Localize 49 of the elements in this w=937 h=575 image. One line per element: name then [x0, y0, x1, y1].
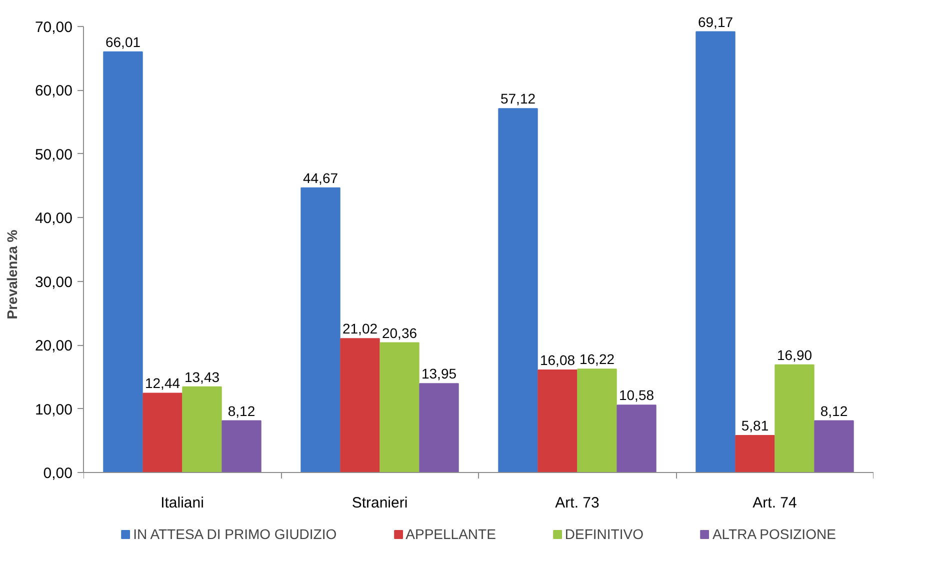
legend-label: ALTRA POSIZIONE [712, 526, 836, 542]
legend-label: IN ATTESA DI PRIMO GIUDIZIO [133, 526, 337, 542]
bar [696, 31, 736, 473]
bar [380, 342, 420, 473]
data-label: 20,36 [382, 324, 418, 341]
bar [222, 420, 262, 473]
data-label: 69,17 [698, 14, 734, 30]
y-tick-label: 10,00 [34, 401, 73, 418]
x-tick-label: Art. 73 [555, 494, 600, 512]
y-tick-label: 70,00 [34, 19, 73, 36]
bar [814, 420, 854, 473]
data-label: 12,44 [144, 375, 180, 392]
bar [774, 364, 814, 473]
data-label: 16,08 [540, 352, 576, 368]
y-tick-label: 50,00 [34, 146, 73, 164]
bar [577, 368, 617, 473]
bar [419, 383, 459, 473]
legend-label: APPELLANTE [406, 526, 496, 542]
bar [538, 370, 578, 473]
bar [103, 51, 143, 473]
y-tick-label: 0,00 [43, 465, 73, 482]
y-tick-label: 40,00 [34, 210, 73, 228]
y-tick-label: 20,00 [34, 338, 73, 355]
data-label: 16,90 [776, 346, 812, 363]
x-tick-label: Stranieri [352, 494, 408, 512]
data-label: 10,58 [618, 387, 654, 404]
bar [300, 187, 340, 473]
data-label: 13,43 [184, 368, 220, 385]
data-label: 16,22 [579, 351, 615, 368]
data-label: 8,12 [228, 402, 256, 419]
bar [735, 434, 775, 473]
bar [340, 338, 380, 473]
bar [142, 392, 182, 473]
y-tick-label: 60,00 [34, 82, 73, 100]
bar [498, 108, 538, 473]
y-tick-label: 30,00 [34, 274, 73, 291]
data-label: 13,95 [421, 366, 457, 382]
legend-label: DEFINITIVO [564, 526, 644, 542]
bar [616, 404, 656, 473]
y-axis-title: Prevalenza % [4, 229, 20, 320]
data-label: 44,67 [302, 170, 338, 186]
bar [182, 386, 222, 473]
x-tick-label: Art. 74 [752, 494, 797, 512]
data-label: 57,12 [500, 90, 536, 107]
data-label: 8,12 [820, 402, 848, 419]
data-label: 66,01 [105, 34, 141, 50]
data-label: 5,81 [741, 417, 769, 434]
data-label: 21,02 [342, 320, 378, 337]
x-tick-label: Italiani [160, 494, 204, 512]
